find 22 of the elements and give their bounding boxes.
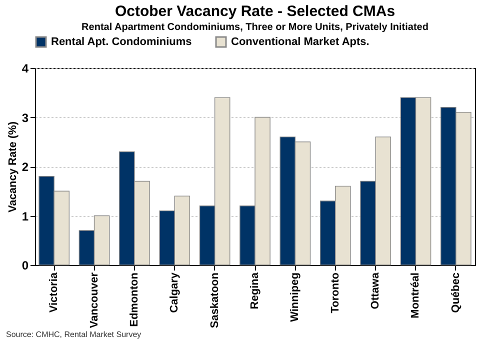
x-tick-label: Vancouver [88,272,100,328]
x-tick-label: Calgary [168,272,181,313]
x-tick-label: Ottawa [370,272,382,310]
x-tick-label: Saskatoon [208,272,221,328]
x-tick-label: Toronto [329,272,342,314]
x-tick-label: Regina [249,272,261,310]
legend-label: Conventional Market Apts. [231,36,370,48]
source-note: Source: CMHC, Rental Market Survey [6,330,142,339]
x-tick-label: Montréal [410,272,422,318]
y-tick-label: 4 [22,62,29,76]
y-axis-title: Vacancy Rate (%) [6,121,19,213]
y-tick-label: 0 [22,258,29,272]
x-tick-label: Edmonton [128,272,140,327]
x-tick-label: Victoria [48,272,60,313]
y-tick-label: 1 [22,209,29,224]
legend-label: Rental Apt. Condominiums [51,36,192,48]
x-tick-label: Québec [450,272,462,313]
chart-title: October Vacancy Rate - Selected CMAs [114,3,396,20]
chart-subtitle: Rental Apartment Condominiums, Three or More Units, Privately Initiated [82,22,428,33]
x-tick-label: Winnipeg [289,272,302,322]
y-tick-label: 2 [22,160,29,174]
y-tick-label: 3 [22,110,29,125]
